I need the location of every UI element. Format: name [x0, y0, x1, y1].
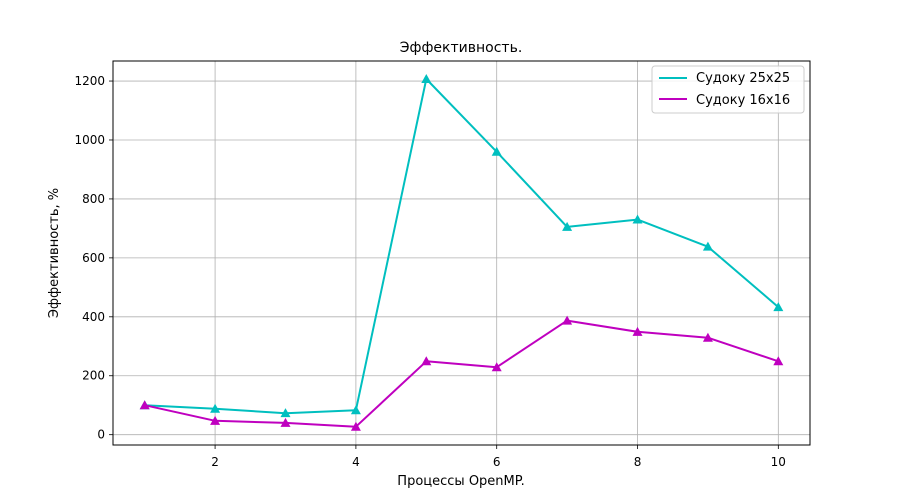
- x-axis-title: Процессы OpenMP.: [397, 474, 524, 489]
- x-tick-label: 4: [352, 455, 360, 469]
- y-tick-label: 0: [97, 428, 105, 442]
- axis-ticks: 2 4 6 8 10 0 200 400 600 800 1000 1200: [74, 74, 786, 469]
- x-tick-label: 10: [771, 455, 786, 469]
- data-point-marker: [421, 356, 432, 366]
- y-tick-label: 600: [82, 251, 105, 265]
- legend: Судоку 25x25 Судоку 16x16: [651, 65, 805, 114]
- data-point-marker: [210, 415, 221, 425]
- y-tick-label: 200: [82, 369, 105, 383]
- data-point-marker: [702, 332, 713, 342]
- data-point-marker: [632, 326, 643, 336]
- x-tick-label: 6: [493, 455, 501, 469]
- plot-frame: [112, 60, 811, 446]
- data-point-marker: [562, 221, 573, 231]
- data-point-marker: [562, 315, 573, 325]
- data-point-marker: [210, 403, 221, 413]
- series-group: [139, 73, 784, 431]
- data-point-marker: [773, 302, 784, 312]
- grid: [113, 61, 810, 445]
- data-point-marker: [280, 408, 291, 418]
- y-axis-title: Эффективность, %: [47, 188, 62, 318]
- y-tick-label: 1200: [74, 74, 105, 88]
- data-point-marker: [491, 146, 502, 156]
- data-point-marker: [632, 214, 643, 224]
- y-tick-label: 400: [82, 310, 105, 324]
- data-point-marker: [421, 73, 432, 83]
- series-2: [139, 315, 784, 431]
- data-point-marker: [139, 400, 150, 410]
- data-point-marker: [350, 405, 361, 415]
- data-point-marker: [350, 421, 361, 431]
- x-tick-label: 2: [211, 455, 219, 469]
- y-tick-label: 800: [82, 192, 105, 206]
- data-point-marker: [280, 417, 291, 427]
- legend-label-25x25: Судоку 25x25: [696, 71, 790, 86]
- y-tick-label: 1000: [74, 133, 105, 147]
- series-line: [144, 78, 779, 415]
- data-point-marker: [491, 362, 502, 372]
- data-point-marker: [702, 241, 713, 251]
- legend-box: [651, 65, 805, 114]
- data-point-marker: [773, 356, 784, 366]
- legend-label-16x16: Судоку 16x16: [696, 93, 790, 108]
- x-tick-label: 8: [634, 455, 642, 469]
- series-line: [144, 319, 779, 428]
- chart-title: Эффективность.: [400, 40, 523, 56]
